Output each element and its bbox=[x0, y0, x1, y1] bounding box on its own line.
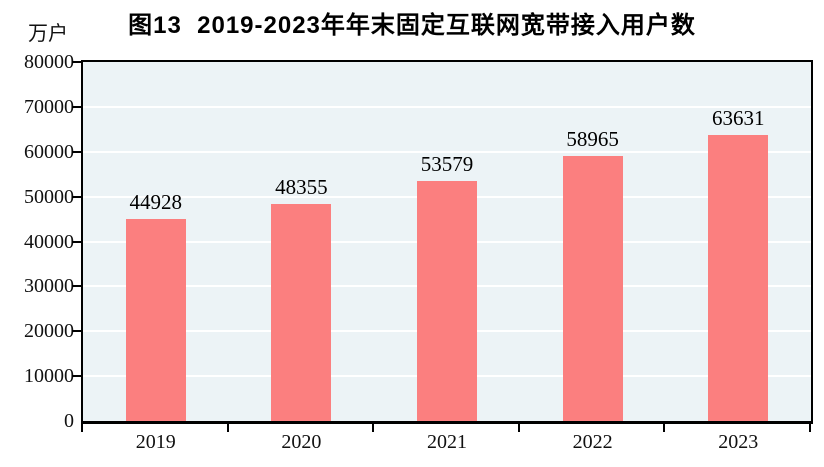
gridline bbox=[83, 105, 811, 108]
y-tick-label: 80000 bbox=[24, 51, 74, 73]
bar-value-label: 63631 bbox=[711, 106, 765, 131]
y-axis-unit-label: 万户 bbox=[28, 23, 68, 45]
y-axis-tick-mark bbox=[72, 285, 81, 288]
plot-inner bbox=[83, 62, 811, 421]
y-axis-tick-mark bbox=[72, 61, 81, 63]
y-tick-label: 0 bbox=[64, 410, 74, 432]
y-tick-label: 40000 bbox=[24, 230, 74, 253]
x-tick-label: 2019 bbox=[135, 431, 176, 453]
bar-2021 bbox=[417, 180, 477, 421]
bar-2019 bbox=[125, 219, 186, 421]
bar-2020 bbox=[271, 204, 332, 421]
y-tick-label: 70000 bbox=[24, 95, 74, 118]
x-tick-label: 2022 bbox=[572, 431, 613, 453]
y-axis-tick-mark bbox=[72, 195, 81, 198]
bar-2023 bbox=[708, 135, 769, 421]
bar-value-label: 58965 bbox=[566, 127, 619, 152]
y-axis-tick-mark bbox=[72, 150, 81, 153]
chart-title: 图13 2019-2023年年末固定互联网宽带接入用户数 bbox=[128, 12, 696, 39]
bar-value-label: 48355 bbox=[275, 175, 328, 199]
x-axis-tick-mark bbox=[81, 424, 83, 432]
x-tick-label: 2021 bbox=[427, 431, 467, 453]
y-axis-tick-mark bbox=[72, 375, 81, 378]
x-axis-tick-mark bbox=[809, 424, 811, 432]
x-tick-label: 2023 bbox=[718, 431, 759, 453]
y-axis-tick-mark bbox=[72, 330, 81, 333]
y-axis-tick-mark bbox=[72, 240, 81, 243]
x-axis-tick-mark bbox=[663, 424, 666, 432]
gridline bbox=[83, 150, 811, 153]
bar-value-label: 53579 bbox=[420, 151, 474, 176]
x-tick-label: 2020 bbox=[281, 431, 322, 453]
y-tick-label: 20000 bbox=[24, 320, 74, 343]
x-axis-tick-mark bbox=[372, 424, 375, 432]
x-axis-tick-mark bbox=[226, 424, 229, 432]
y-tick-label: 50000 bbox=[24, 185, 74, 208]
x-axis-tick-mark bbox=[517, 424, 520, 432]
plot-area bbox=[81, 60, 813, 424]
y-axis-tick-mark bbox=[72, 105, 81, 108]
y-tick-label: 60000 bbox=[24, 140, 74, 163]
bar-value-label: 44928 bbox=[129, 190, 183, 215]
y-tick-label: 10000 bbox=[24, 365, 74, 388]
y-tick-label: 30000 bbox=[24, 275, 74, 298]
bar-2022 bbox=[562, 156, 623, 421]
